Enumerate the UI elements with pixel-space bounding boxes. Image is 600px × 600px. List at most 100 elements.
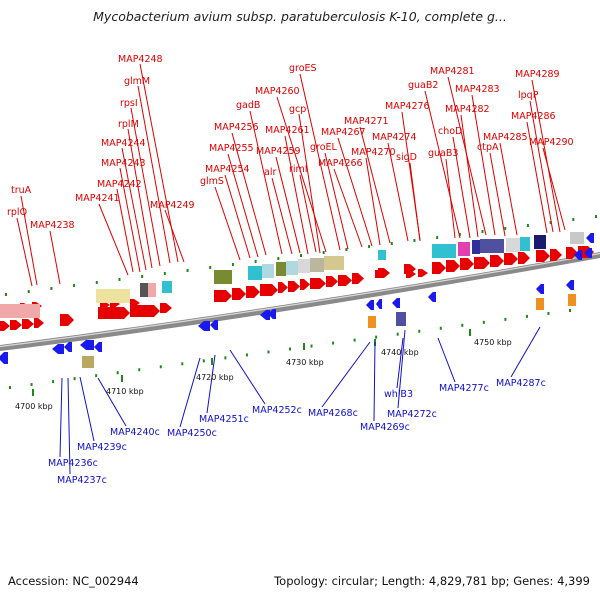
- forward-gene-arrow: [0, 321, 10, 331]
- gene-label[interactable]: sigD: [396, 152, 417, 163]
- gene-label[interactable]: MAP4237c: [57, 475, 107, 486]
- gene-label[interactable]: truA: [11, 185, 32, 196]
- gene-label[interactable]: MAP4250c: [167, 428, 217, 439]
- gene-label[interactable]: whiB3: [384, 389, 413, 400]
- forward-gene-arrow: [504, 253, 518, 265]
- gene-label[interactable]: MAP4251c: [199, 414, 249, 425]
- leader-line: [359, 126, 391, 244]
- gene-label[interactable]: MAP4248: [118, 54, 163, 65]
- forward-gene-arrow: [518, 252, 530, 264]
- leader-line: [206, 354, 216, 414]
- feature-box: [82, 356, 94, 368]
- gene-label[interactable]: MAP4243: [101, 158, 146, 169]
- gene-label[interactable]: rpsI: [120, 98, 138, 109]
- forward-gene-arrow: [160, 303, 172, 313]
- forward-gene-arrow: [310, 278, 326, 289]
- gene-label[interactable]: MAP4269c: [360, 422, 410, 433]
- gene-label[interactable]: MAP4270: [351, 147, 396, 158]
- gene-label[interactable]: MAP4281: [430, 66, 475, 77]
- gene-label[interactable]: MAP4259: [256, 146, 301, 157]
- gene-label[interactable]: gadB: [236, 100, 260, 111]
- gene-label[interactable]: MAP4267: [321, 127, 366, 138]
- gene-label[interactable]: rplQ: [7, 207, 27, 218]
- forward-gene-arrow: [326, 276, 338, 287]
- gene-label[interactable]: MAP4290: [529, 137, 574, 148]
- feature-box: [534, 235, 546, 249]
- gene-label[interactable]: rplM: [118, 119, 139, 130]
- forward-gene-arrow: [34, 318, 44, 328]
- kbp-label: 4720 kbp: [196, 373, 234, 382]
- leader-line: [164, 209, 185, 263]
- forward-gene-arrow: [22, 319, 34, 329]
- gene-label[interactable]: MAP4238: [30, 220, 75, 231]
- leader-line: [333, 168, 363, 248]
- gene-label[interactable]: choD: [438, 126, 462, 137]
- gene-label[interactable]: MAP4242: [97, 179, 142, 190]
- feature-box: [162, 281, 172, 293]
- gene-label[interactable]: rimI: [289, 164, 308, 175]
- gene-label[interactable]: MAP4260: [255, 86, 300, 97]
- forward-gene-arrow: [10, 320, 22, 330]
- gene-label[interactable]: MAP4274: [372, 132, 417, 143]
- gene-label[interactable]: glmS: [200, 176, 224, 187]
- feature-box: [248, 266, 262, 280]
- gene-label[interactable]: MAP4241: [75, 193, 120, 204]
- feature-box: [96, 289, 130, 303]
- gene-label[interactable]: MAP4271: [344, 116, 389, 127]
- leader-line: [249, 110, 283, 255]
- gene-label[interactable]: MAP4286: [511, 111, 556, 122]
- gene-label[interactable]: MAP4239c: [77, 442, 127, 453]
- gene-label[interactable]: MAP4254: [205, 164, 250, 175]
- feature-box: [378, 250, 386, 260]
- gene-label[interactable]: MAP4277c: [439, 383, 489, 394]
- leader-line: [424, 90, 461, 239]
- forward-gene-arrow: [460, 258, 474, 270]
- leader-line: [179, 357, 201, 428]
- gene-label[interactable]: MAP4276: [385, 101, 430, 112]
- kbp-label: 4710 kbp: [106, 387, 144, 396]
- leader-line: [321, 341, 371, 408]
- gene-label[interactable]: MAP4289: [515, 69, 560, 80]
- forward-gene-arrow: [418, 269, 428, 277]
- leader-line: [396, 337, 404, 389]
- gene-label[interactable]: MAP4240c: [110, 427, 160, 438]
- gene-label[interactable]: guaB2: [408, 80, 438, 91]
- gene-label[interactable]: lpqP: [518, 90, 539, 101]
- gene-label[interactable]: glmM: [124, 76, 150, 87]
- forward-gene-arrow: [130, 299, 140, 307]
- gene-label[interactable]: MAP4252c: [252, 405, 302, 416]
- gene-label[interactable]: MAP4285: [483, 132, 528, 143]
- gene-label[interactable]: groEL: [310, 142, 338, 153]
- forward-gene-arrow: [130, 305, 160, 317]
- gene-label[interactable]: MAP4256: [214, 122, 259, 133]
- leader-line: [299, 174, 317, 253]
- gene-label[interactable]: MAP4249: [150, 200, 195, 211]
- gene-label[interactable]: MAP4261: [265, 125, 310, 136]
- genome-backbone-highlight: [0, 252, 600, 348]
- gene-label[interactable]: MAP4282: [445, 104, 490, 115]
- gene-label[interactable]: MAP4255: [209, 143, 254, 154]
- leader-line: [298, 113, 321, 254]
- leader-line: [271, 177, 293, 255]
- gene-label[interactable]: MAP4272c: [387, 409, 437, 420]
- gene-label[interactable]: MAP4266: [318, 158, 363, 169]
- gene-label[interactable]: MAP4268c: [308, 408, 358, 419]
- gene-label[interactable]: MAP4287c: [496, 378, 546, 389]
- leader-line: [121, 147, 147, 271]
- gene-label[interactable]: MAP4236c: [48, 458, 98, 469]
- feature-box: [286, 261, 298, 275]
- feature-box: [568, 294, 576, 306]
- gene-label[interactable]: ctpA: [477, 142, 499, 153]
- gene-label[interactable]: gcp: [289, 104, 306, 115]
- gene-label[interactable]: alr: [264, 167, 276, 178]
- leader-line: [387, 142, 409, 242]
- reverse-gene-arrow: [366, 300, 374, 310]
- gene-label[interactable]: groES: [289, 63, 317, 74]
- gene-label[interactable]: guaB3: [428, 148, 458, 159]
- accession-text: Accession: NC_002944: [8, 574, 139, 588]
- gene-label[interactable]: MAP4244: [101, 138, 146, 149]
- kbp-label: 4730 kbp: [286, 358, 324, 367]
- gene-label[interactable]: MAP4283: [455, 84, 500, 95]
- feature-box: [310, 258, 324, 272]
